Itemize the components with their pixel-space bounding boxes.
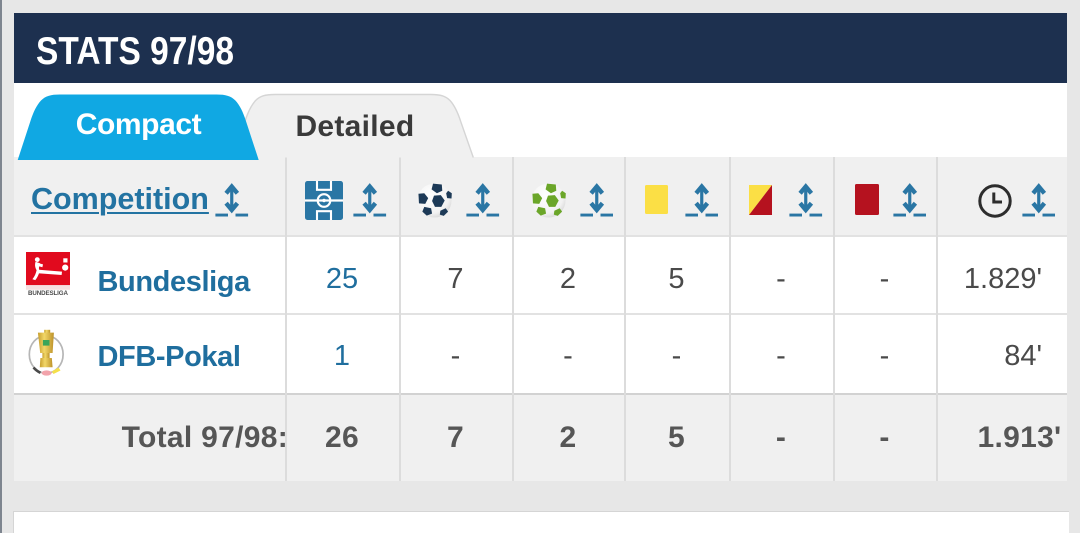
svg-text:BUNDESLIGA: BUNDESLIGA [28, 290, 69, 296]
